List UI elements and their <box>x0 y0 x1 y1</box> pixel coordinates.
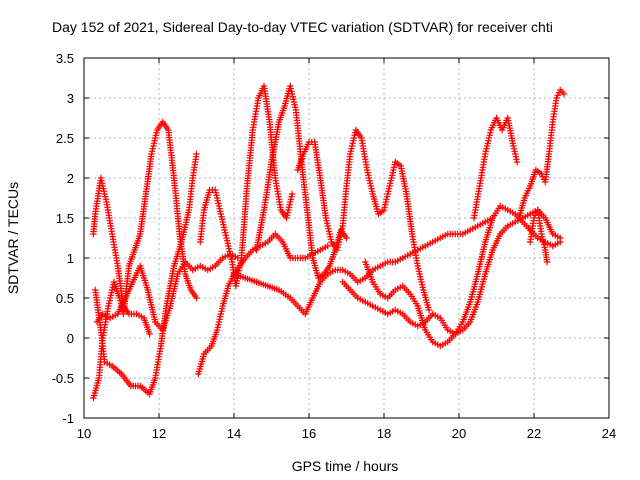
y-tick-label: 2 <box>67 171 74 186</box>
series-track-m <box>515 86 568 222</box>
data-point <box>288 190 296 198</box>
y-tick-label: -0.5 <box>52 371 74 386</box>
x-tick-label: 22 <box>527 426 541 441</box>
data-point <box>543 258 551 266</box>
data-point <box>343 234 350 242</box>
data-point <box>193 150 200 158</box>
series-track-n <box>527 206 551 266</box>
series-track-c <box>90 118 200 402</box>
series-track-l <box>470 114 521 222</box>
y-tick-label: 3 <box>67 91 74 106</box>
x-tick-label: 10 <box>77 426 91 441</box>
series-track-f <box>195 230 331 378</box>
x-axis-label: GPS time / hours <box>292 458 399 474</box>
series-track-j <box>339 206 564 338</box>
data-point <box>560 90 568 98</box>
data-point <box>513 158 521 166</box>
y-tick-label: 1 <box>67 251 74 266</box>
data-point <box>425 306 433 314</box>
series-track-h <box>294 126 433 314</box>
y-tick-label: 0.5 <box>56 291 74 306</box>
data-point <box>557 238 564 246</box>
x-tick-label: 14 <box>227 426 241 441</box>
x-tick-label: 16 <box>302 426 316 441</box>
x-tick-labels: 10 12 14 16 18 20 22 24 <box>77 426 616 441</box>
y-tick-label: 0 <box>67 331 74 346</box>
data-point <box>146 330 153 338</box>
series-track-d <box>93 250 241 334</box>
y-tick-label: 2.5 <box>56 131 74 146</box>
chart-title: Day 152 of 2021, Sidereal Day-to-day VTE… <box>52 19 553 35</box>
plot-frame <box>83 57 610 419</box>
series-track-g <box>253 82 350 282</box>
x-tick-label: 20 <box>452 426 466 441</box>
axis-ticks <box>83 57 610 419</box>
x-tick-label: 24 <box>602 426 616 441</box>
x-tick-label: 12 <box>152 426 166 441</box>
y-tick-labels: -1 -0.5 0 0.5 1 1.5 2 2.5 3 3.5 <box>52 51 74 426</box>
y-tick-label: 1.5 <box>56 211 74 226</box>
data-point <box>193 294 200 302</box>
y-tick-label: 3.5 <box>56 51 74 66</box>
series-track-i <box>230 214 496 318</box>
y-axis-label: SDTVAR / TECUs <box>5 182 21 294</box>
x-tick-label: 18 <box>377 426 391 441</box>
data-points <box>90 82 568 402</box>
series-track-k <box>362 202 564 350</box>
data-point <box>324 242 331 250</box>
y-tick-label: -1 <box>62 411 74 426</box>
